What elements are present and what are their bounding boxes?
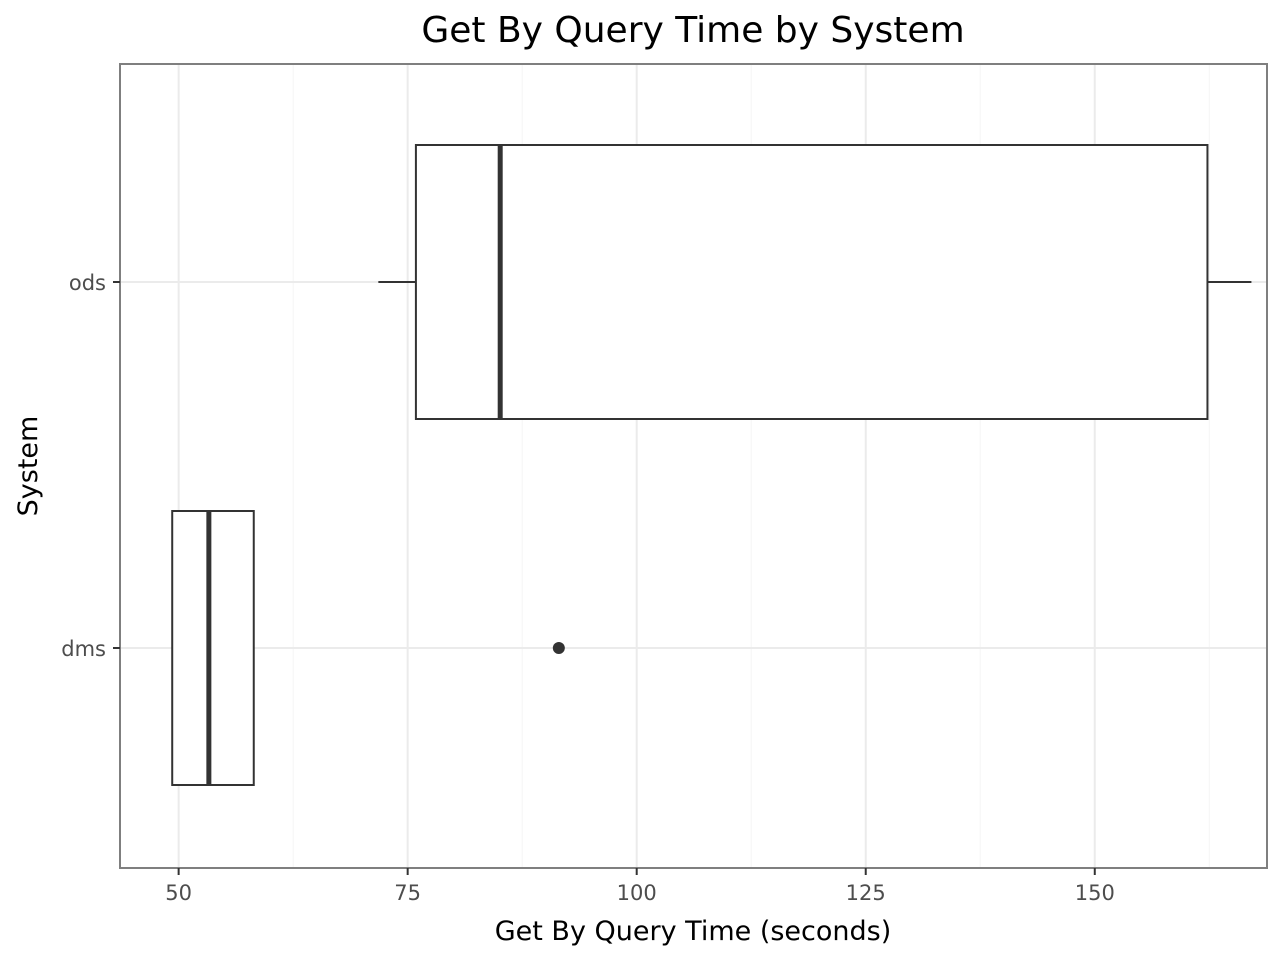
y-axis-title: System [13, 416, 44, 517]
outlier-point [552, 642, 565, 654]
boxplot-marks [171, 144, 1252, 786]
grid-lines [120, 64, 1267, 868]
x-tick-label: 75 [394, 881, 421, 905]
axes: 50 75 100 125 150 ods dms [61, 271, 1115, 905]
x-axis-title: Get By Query Time (seconds) [495, 916, 892, 947]
boxplot-dms [171, 510, 565, 786]
panel-border [119, 63, 1268, 869]
iqr-box [171, 510, 255, 786]
x-tick-label: 150 [1075, 881, 1115, 905]
iqr-box [414, 144, 1209, 420]
y-tick-label-ods: ods [69, 271, 106, 295]
x-tick-label: 50 [165, 881, 192, 905]
chart-title: Get By Query Time by System [421, 10, 964, 51]
boxplot-ods [378, 144, 1252, 420]
x-tick-label: 125 [846, 881, 886, 905]
x-tick-label: 100 [617, 881, 657, 905]
y-tick-label-dms: dms [61, 637, 106, 661]
